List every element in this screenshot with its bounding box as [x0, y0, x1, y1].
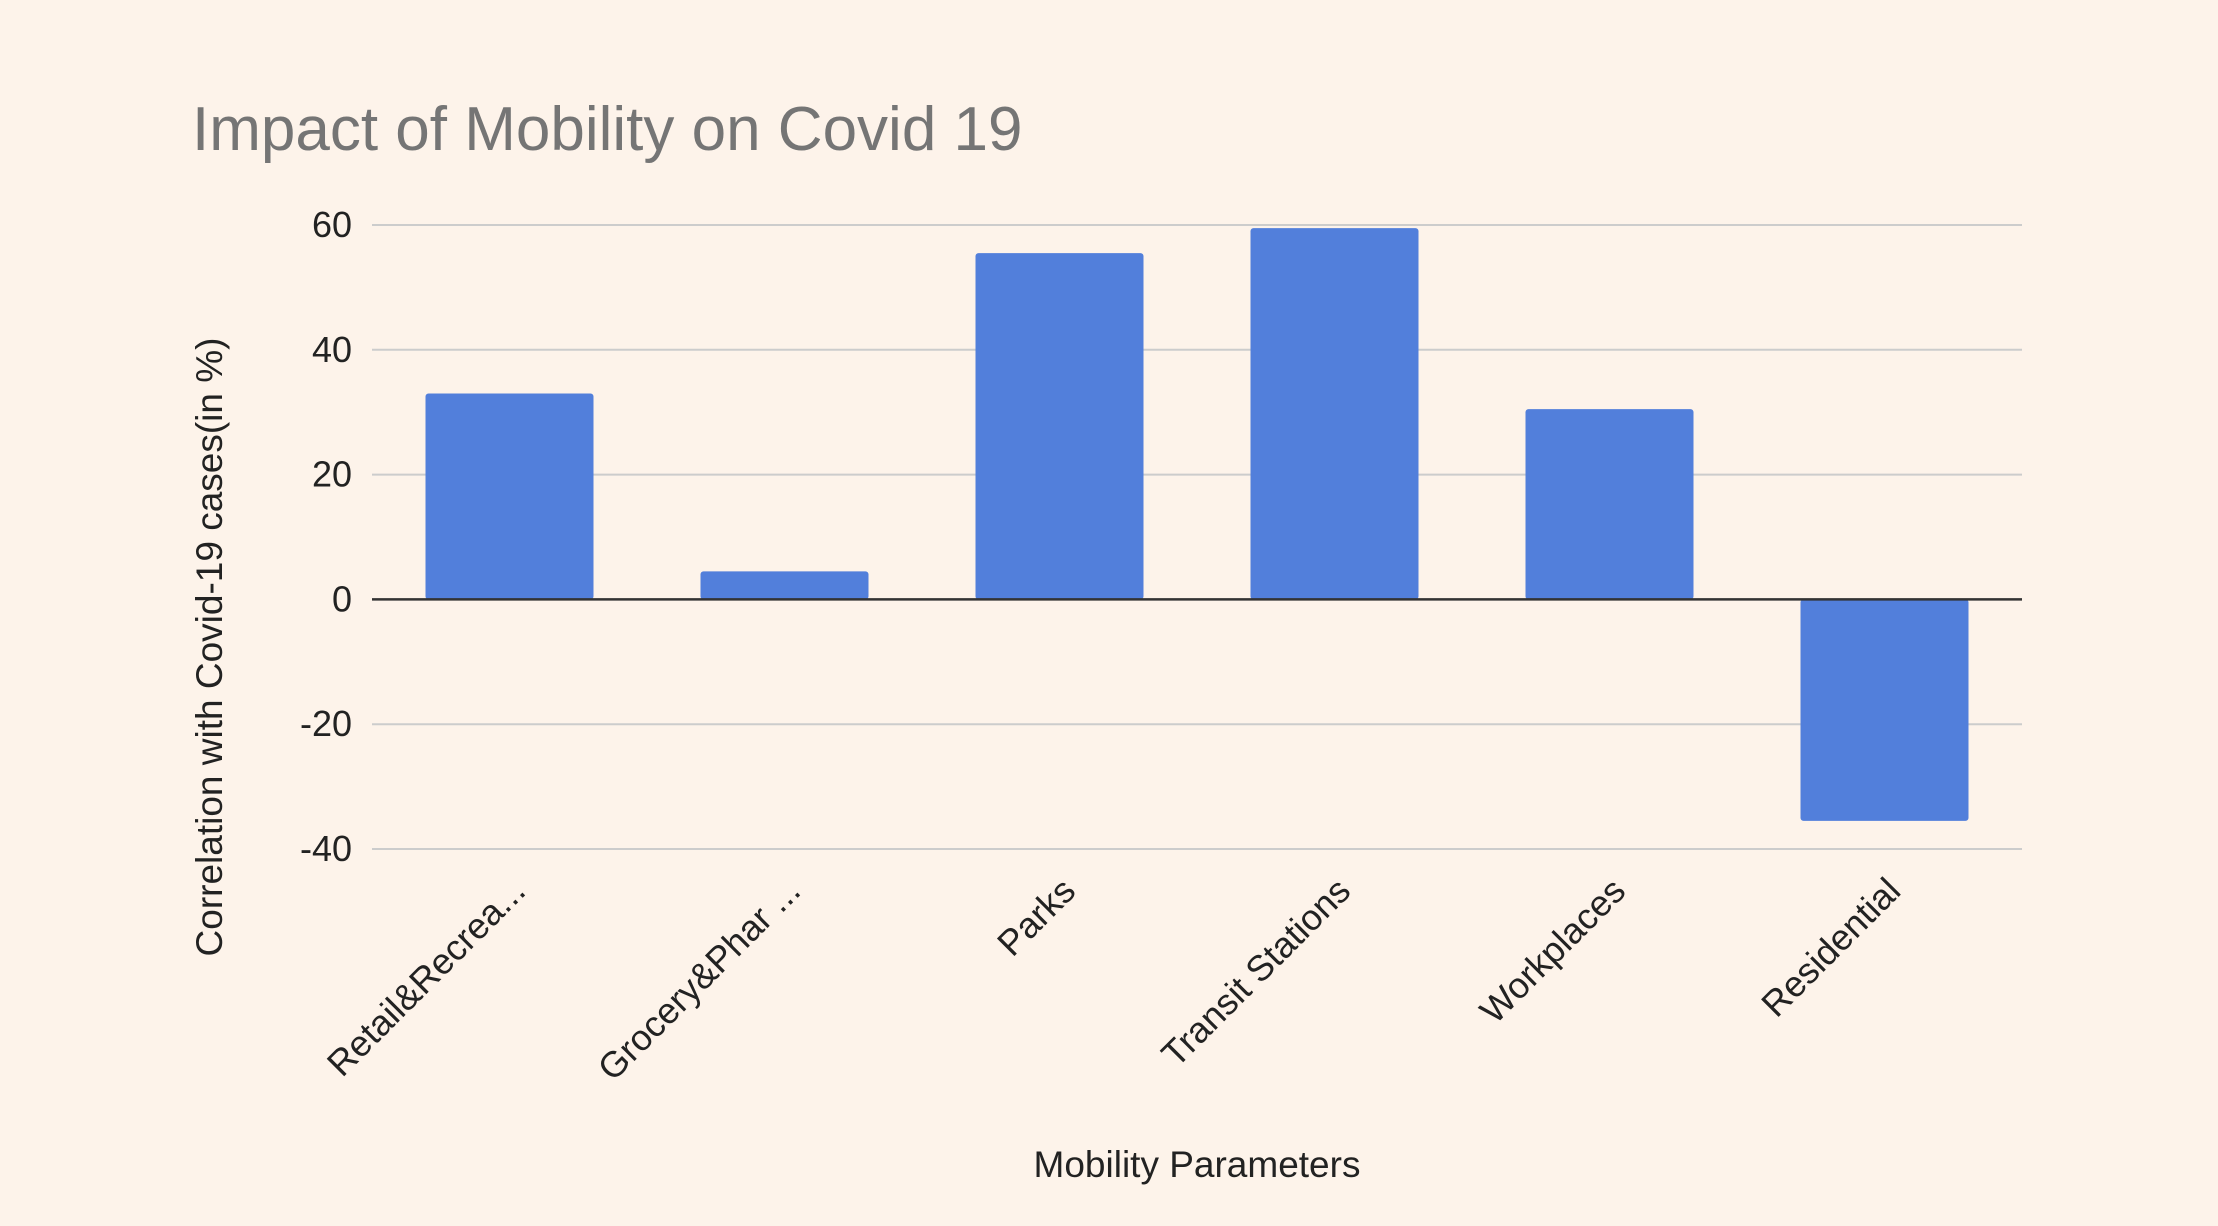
- y-tick-label: 20: [312, 454, 352, 495]
- bars: [425, 228, 1969, 821]
- x-category-label: Workplaces: [1472, 870, 1634, 1032]
- x-category-label: Grocery&Phar ...: [590, 870, 809, 1089]
- y-tick-label: -20: [300, 703, 352, 744]
- chart-title: Impact of Mobility on Covid 19: [192, 95, 1023, 164]
- y-tick-label: 0: [332, 578, 352, 619]
- y-axis-title: Correlation with Covid-19 cases(in %): [189, 338, 230, 957]
- x-category-label: Retail&Recrea...: [319, 870, 533, 1084]
- bar-residential: [1800, 599, 1969, 821]
- bar-parks: [975, 253, 1144, 600]
- x-category-labels: Retail&Recrea... Grocery&Phar ... Parks Tra…: [319, 870, 1908, 1089]
- y-tick-label: 60: [312, 204, 352, 245]
- bar-transit-stations: [1250, 228, 1419, 600]
- bar-grocery-phar: [700, 571, 869, 600]
- x-axis-title: Mobility Parameters: [1034, 1144, 1361, 1185]
- x-category-label: Residential: [1753, 870, 1908, 1025]
- gridlines: [372, 224, 2022, 850]
- y-tick-labels: 60 40 20 0 -20 -40: [300, 204, 352, 869]
- bar-retail-recrea: [425, 393, 594, 600]
- y-tick-label: 40: [312, 329, 352, 370]
- bar-workplaces: [1525, 409, 1694, 600]
- x-category-label: Transit Stations: [1153, 870, 1358, 1075]
- x-category-label: Parks: [989, 870, 1083, 964]
- y-tick-label: -40: [300, 828, 352, 869]
